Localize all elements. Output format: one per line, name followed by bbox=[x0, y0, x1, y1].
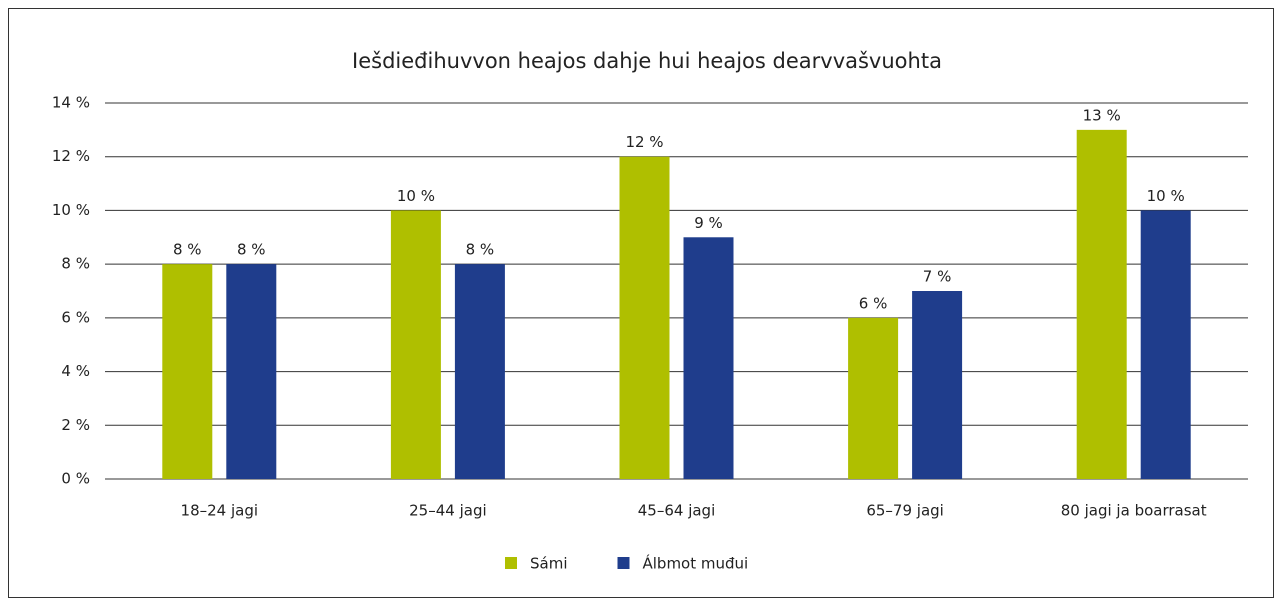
value-label: 9 % bbox=[694, 214, 723, 232]
bar bbox=[162, 264, 213, 479]
x-tick-label: 45–64 jagi bbox=[638, 502, 716, 520]
bar bbox=[390, 210, 441, 479]
value-label: 13 % bbox=[1083, 106, 1121, 124]
legend-label: Sámi bbox=[530, 555, 568, 573]
bar bbox=[1076, 129, 1127, 479]
legend-swatch bbox=[617, 557, 630, 569]
value-label: 8 % bbox=[173, 241, 202, 259]
x-tick-label: 65–79 jagi bbox=[866, 502, 944, 520]
value-label: 12 % bbox=[625, 133, 663, 151]
value-label: 10 % bbox=[1147, 187, 1185, 205]
y-tick-label: 2 % bbox=[61, 416, 90, 434]
bar bbox=[454, 264, 505, 479]
frame bbox=[8, 8, 1274, 598]
y-tick-label: 0 % bbox=[61, 470, 90, 488]
legend-label: Álbmot muđui bbox=[643, 554, 749, 573]
value-label: 10 % bbox=[397, 187, 435, 205]
x-tick-label: 80 jagi ja boarrasat bbox=[1061, 502, 1207, 520]
bar bbox=[848, 317, 899, 479]
y-tick-label: 10 % bbox=[52, 201, 90, 219]
legend-swatch bbox=[505, 557, 517, 569]
y-tick-label: 12 % bbox=[52, 147, 90, 165]
bar bbox=[1140, 210, 1191, 479]
bar bbox=[683, 237, 734, 479]
bar bbox=[226, 264, 277, 479]
y-tick-label: 8 % bbox=[61, 255, 90, 273]
x-tick-label: 25–44 jagi bbox=[409, 502, 487, 520]
bar bbox=[619, 156, 670, 479]
chart-title: Iešdieđihuvvon heajos dahje hui heajos d… bbox=[352, 49, 942, 73]
value-label: 8 % bbox=[237, 241, 266, 259]
y-tick-label: 6 % bbox=[61, 308, 90, 326]
bar bbox=[912, 291, 963, 479]
value-label: 7 % bbox=[923, 268, 952, 286]
value-label: 6 % bbox=[859, 294, 888, 312]
y-tick-label: 14 % bbox=[52, 94, 90, 112]
x-tick-label: 18–24 jagi bbox=[181, 502, 259, 520]
value-label: 8 % bbox=[466, 241, 495, 259]
y-tick-label: 4 % bbox=[61, 362, 90, 380]
